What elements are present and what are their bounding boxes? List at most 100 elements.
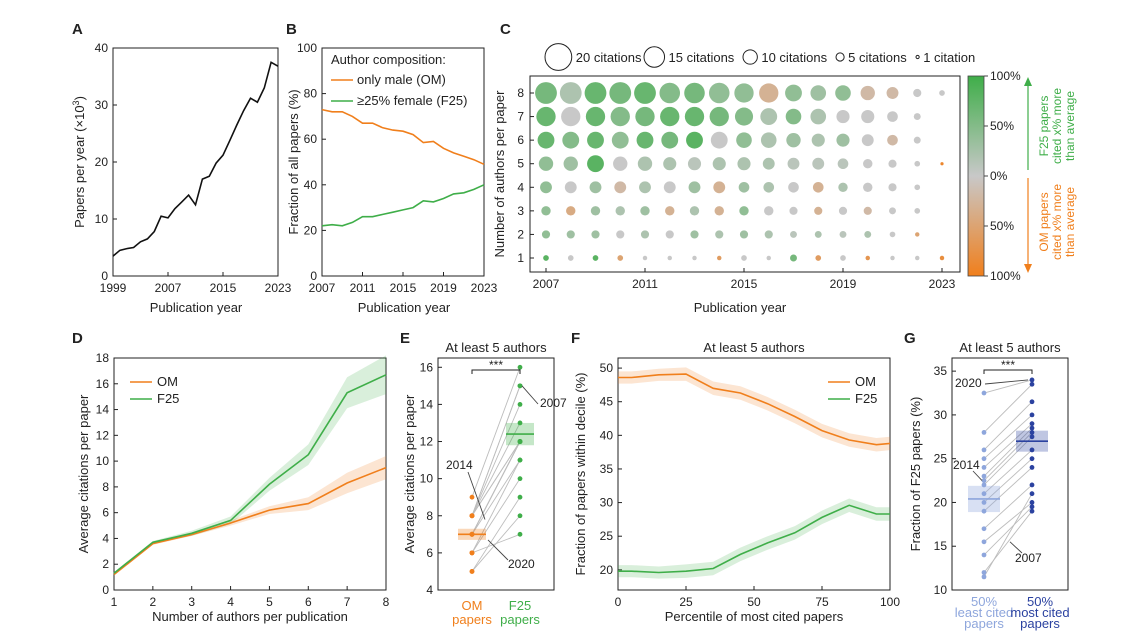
axes-frame-c (529, 75, 961, 273)
colorbar-tick-label: 50% (990, 219, 1014, 233)
f25-side-label-line: than average (1063, 91, 1077, 161)
d-xtick-label: 4 (227, 595, 234, 609)
bubble-7-authors-2019 (836, 110, 850, 124)
c-xtick-label: 2019 (830, 277, 857, 291)
paired-line-e (471, 441, 521, 535)
bubble-1-authors-2008 (567, 255, 574, 261)
bubble-5-authors-2019 (837, 158, 849, 170)
b-ytick-label: 60 (304, 132, 318, 146)
bubble-7-authors-2013 (684, 106, 705, 127)
most-point-g (1029, 377, 1035, 383)
bubble-2-authors-2015 (739, 230, 749, 239)
size-legend-label-15: 15 citations (669, 50, 735, 65)
f-ytick-label: 20 (600, 563, 614, 577)
c-ytick-label: 7 (517, 110, 524, 124)
title-e: At least 5 authors (445, 340, 547, 355)
bubble-2-authors-2019 (839, 230, 847, 238)
c-xtick-label: 2015 (731, 277, 758, 291)
bubble-4-authors-2010 (614, 181, 627, 194)
d-ytick-label: 2 (102, 557, 109, 571)
f25-point-e (517, 457, 523, 463)
significance-label-g: *** (1001, 358, 1015, 372)
y-axis-label-c: Number of authors per paper (492, 90, 507, 258)
y-axis-label-d: Average citations per paper (76, 394, 91, 553)
bubble-5-authors-2021 (888, 159, 897, 168)
category-least-line2: least cited (955, 605, 1014, 620)
bubble-6-authors-2007 (537, 131, 555, 149)
bubble-7-authors-2016 (760, 108, 778, 125)
most-point-g (1029, 447, 1035, 453)
bubble-1-authors-2022 (915, 255, 920, 261)
a-ytick-label: 20 (95, 155, 109, 169)
f-xtick-label: 50 (747, 595, 761, 609)
bubble-4-authors-2019 (838, 182, 848, 192)
most-point-g (1029, 381, 1035, 387)
most-point-g (1029, 434, 1035, 440)
panel-g: G At least 5 authors 10 15 20 25 30 35 *** 2020… (904, 330, 1070, 631)
bubble-8-authors-2014 (708, 82, 730, 104)
bubble-4-authors-2017 (788, 181, 799, 193)
axes-frame-d (113, 357, 387, 591)
om-point-e (469, 569, 475, 574)
bubble-6-authors-2015 (736, 132, 752, 148)
legend-title-b: Author composition: (331, 52, 446, 67)
bubble-2-authors-2010 (616, 230, 625, 239)
paired-line-e (471, 422, 521, 516)
bubble-1-authors-2007 (543, 255, 549, 261)
bubble-7-authors-2021 (887, 111, 898, 122)
panel-label-c: C (500, 21, 511, 38)
bubble-6-authors-2012 (661, 131, 679, 149)
bubble-5-authors-2012 (663, 157, 677, 171)
b-xtick-label: 2019 (430, 281, 457, 295)
bubble-5-authors-2013 (687, 157, 702, 171)
bubble-2-authors-2014 (715, 230, 724, 239)
paired-line-g (983, 401, 1033, 451)
bubble-5-authors-2018 (812, 157, 825, 170)
a-ytick-label: 30 (95, 98, 109, 112)
size-legend-label-20: 20 citations (576, 50, 642, 65)
axes-frame-e (437, 357, 555, 591)
d-xtick-label: 8 (383, 595, 390, 609)
panel-a: A 0 10 20 30 40 1999 2007 2015 2023 Publication … (71, 21, 292, 315)
bubble-5-authors-2007 (538, 156, 554, 171)
a-ytick-label: 10 (95, 212, 109, 226)
size-legend-circle-5 (835, 52, 845, 62)
bubble-1-authors-2009 (592, 255, 599, 261)
bubble-8-authors-2020 (860, 85, 875, 101)
bubble-6-authors-2019 (836, 133, 850, 147)
d-ytick-label: 8 (102, 480, 109, 494)
annotation-e-2020: 2020 (508, 557, 535, 571)
bubble-6-authors-2011 (636, 131, 654, 149)
f25-point-e (517, 513, 523, 519)
paired-line-g (983, 436, 1033, 486)
papers-per-year-line (112, 61, 279, 257)
bubble-3-authors-2017 (789, 206, 798, 215)
d-ytick-label: 18 (96, 351, 110, 365)
most-point-g (1029, 421, 1035, 427)
paired-line-g (983, 383, 1033, 433)
bubble-6-authors-2008 (562, 131, 580, 149)
bubble-2-authors-2013 (690, 230, 699, 239)
f25-side-label-line: F25 papers (1037, 96, 1051, 157)
least-point-g (981, 539, 987, 545)
size-legend-circle-1 (915, 54, 920, 60)
least-point-g (981, 478, 987, 483)
om-decile-line (618, 373, 891, 446)
d-ytick-label: 4 (102, 531, 109, 545)
panel-label-f: F (571, 330, 580, 347)
annotation-e-2007: 2007 (540, 396, 567, 410)
bubble-6-authors-2021 (887, 134, 898, 146)
b-xtick-label: 2015 (390, 281, 417, 295)
legend-label-om-f: OM (855, 374, 876, 389)
most-point-g (1029, 399, 1035, 405)
om-point-e (469, 513, 475, 519)
colorbar (967, 75, 985, 277)
bubble-5-authors-2015 (737, 157, 751, 171)
x-axis-label-b: Publication year (358, 300, 451, 315)
paired-line-e (471, 459, 521, 535)
size-legend-label-10: 10 citations (761, 50, 827, 65)
f25-side-label-line: cited x% more (1050, 88, 1064, 164)
bubble-4-authors-2021 (888, 183, 897, 192)
b-ytick-label: 80 (304, 87, 318, 101)
legend-label-f25-b: ≥25% female (F25) (357, 93, 467, 108)
